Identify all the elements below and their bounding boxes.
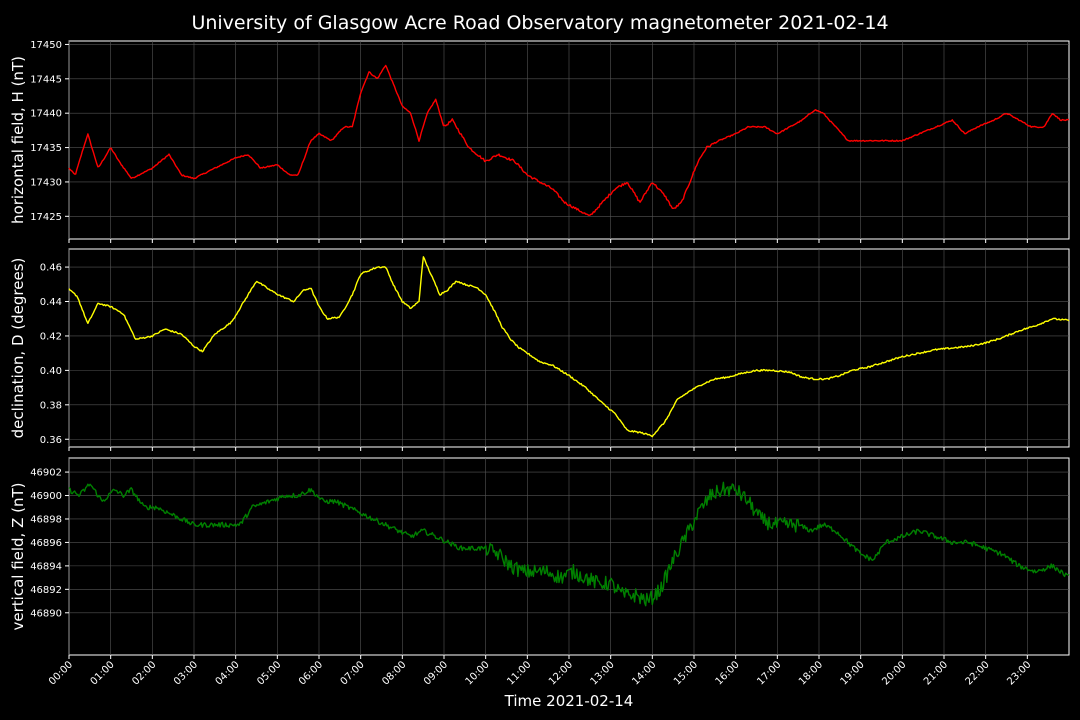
x-axis-label: Time 2021-02-14 xyxy=(504,692,634,710)
x-tick-label: 16:00 xyxy=(714,659,742,687)
x-tick-label: 03:00 xyxy=(172,659,200,687)
x-tick-label: 12:00 xyxy=(547,659,575,687)
declination-y-tick-label: 0.36 xyxy=(40,435,62,446)
x-tick-label: 06:00 xyxy=(297,659,325,687)
horizontal-field-y-tick-label: 17445 xyxy=(30,74,62,85)
vertical-field-y-tick-label: 46898 xyxy=(30,514,62,525)
x-tick-label: 02:00 xyxy=(130,659,158,687)
x-tick-label: 19:00 xyxy=(839,659,867,687)
horizontal-field-y-tick-label: 17435 xyxy=(30,143,62,154)
vertical-field-y-tick-label: 46892 xyxy=(30,585,62,596)
panel-vertical-field: 46890 46892 46894 46896 46898 46900 46902verti… xyxy=(9,457,1070,659)
x-tick-label: 17:00 xyxy=(755,659,783,687)
declination-y-tick-label: 0.44 xyxy=(40,297,62,308)
declination-y-tick-label: 0.40 xyxy=(40,366,62,377)
vertical-field-series-line xyxy=(68,481,1070,607)
horizontal-field-y-tick-label: 17440 xyxy=(30,109,62,120)
declination-y-axis-label: declination, D (degrees) xyxy=(9,258,27,439)
declination-y-tick-label: 0.46 xyxy=(40,263,62,274)
vertical-field-y-tick-label: 46900 xyxy=(30,491,62,502)
x-tick-label: 04:00 xyxy=(214,659,242,687)
x-tick-label: 15:00 xyxy=(672,659,700,687)
vertical-field-y-tick-label: 46896 xyxy=(30,538,62,549)
vertical-field-y-tick-label: 46890 xyxy=(30,608,62,619)
x-tick-label: 18:00 xyxy=(797,659,825,687)
x-tick-label: 05:00 xyxy=(255,659,283,687)
x-tick-label: 10:00 xyxy=(464,659,492,687)
declination-series-line xyxy=(68,256,1070,438)
x-tick-label: 11:00 xyxy=(505,659,533,687)
x-axis-tick-labels: 00:00 01:00 02:00 03:00 04:00 05:00 06:00 07:00… xyxy=(47,659,1033,687)
panel-horizontal-field: 17425 17430 17435 17440 17445 17450horizontal… xyxy=(9,40,1070,243)
horizontal-field-y-tick-label: 17450 xyxy=(30,40,62,51)
vertical-field-y-axis-label: vertical field, Z (nT) xyxy=(9,482,27,630)
horizontal-field-y-tick-label: 17430 xyxy=(30,177,62,188)
vertical-field-y-tick-label: 46902 xyxy=(30,468,62,479)
horizontal-field-y-tick-label: 17425 xyxy=(30,212,62,223)
x-tick-label: 07:00 xyxy=(339,659,367,687)
x-tick-label: 20:00 xyxy=(880,659,908,687)
vertical-field-y-tick-label: 46894 xyxy=(30,561,62,572)
x-tick-label: 01:00 xyxy=(89,659,117,687)
x-tick-label: 21:00 xyxy=(922,659,950,687)
declination-y-tick-label: 0.38 xyxy=(40,400,62,411)
x-tick-label: 09:00 xyxy=(422,659,450,687)
panel-declination: 0.36 0.38 0.40 0.42 0.44 0.46 declination, D (… xyxy=(9,248,1070,451)
horizontal-field-y-axis-label: horizontal field, H (nT) xyxy=(9,56,27,224)
x-tick-label: 08:00 xyxy=(380,659,408,687)
x-tick-label: 13:00 xyxy=(589,659,617,687)
x-tick-label: 14:00 xyxy=(630,659,658,687)
x-tick-label: 00:00 xyxy=(47,659,75,687)
x-tick-label: 22:00 xyxy=(964,659,992,687)
horizontal-field-series-line xyxy=(68,64,1070,217)
chart-title: University of Glasgow Acre Road Observat… xyxy=(191,12,888,34)
x-tick-label: 23:00 xyxy=(1005,659,1033,687)
declination-y-tick-label: 0.42 xyxy=(40,331,62,342)
